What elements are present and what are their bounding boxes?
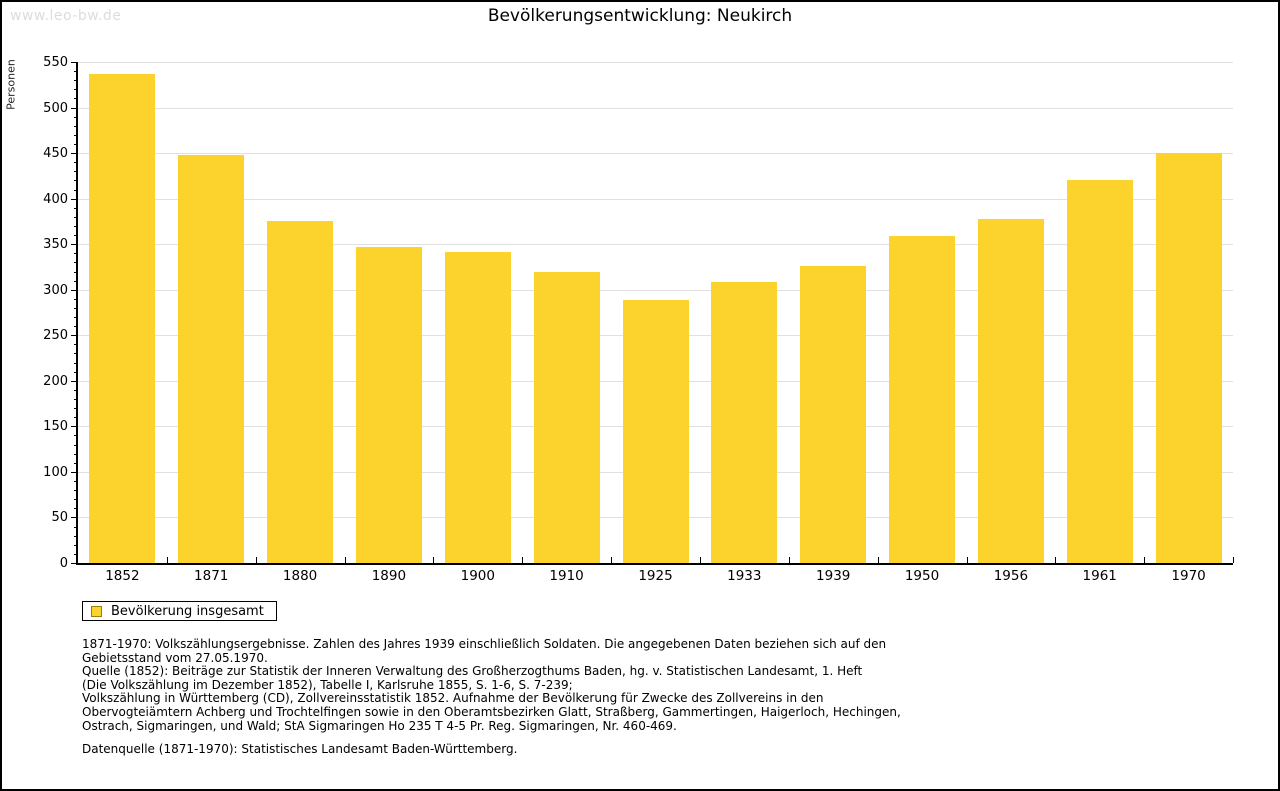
x-boundary-tick: [1233, 557, 1234, 563]
x-boundary-tick: [611, 557, 613, 563]
x-axis-tick-label: 1950: [904, 568, 940, 584]
x-axis-tick-label: 1871: [194, 568, 229, 584]
y-axis-tick-label: 500: [43, 101, 68, 116]
x-axis-tick-label: 1880: [282, 568, 318, 584]
x-axis-tick-label: 1970: [1171, 568, 1206, 584]
legend: Bevölkerung insgesamt: [82, 601, 277, 621]
watermark: www.leo-bw.de: [10, 8, 122, 24]
x-boundary-tick: [699, 557, 701, 563]
y-major-tick: [71, 472, 78, 473]
page-title: Bevölkerungsentwicklung: Neukirch: [487, 6, 793, 26]
bar: [800, 266, 867, 563]
y-axis: [76, 62, 78, 565]
footnote-text: 1871-1970: Volkszählungsergebnisse. Zahl…: [82, 637, 901, 733]
y-major-tick: [71, 199, 78, 200]
bar: [1155, 153, 1222, 563]
y-major-tick: [71, 62, 78, 63]
x-boundary-tick: [1055, 557, 1057, 563]
legend-label: Bevölkerung insgesamt: [111, 603, 264, 619]
y-major-tick: [71, 517, 78, 518]
x-axis-tick-label: 1890: [371, 568, 407, 584]
y-axis-tick-label: 350: [43, 237, 68, 252]
bar: [889, 236, 955, 563]
y-major-tick: [71, 108, 78, 109]
x-axis-tick-label: 1933: [727, 568, 762, 584]
y-major-tick: [71, 244, 78, 245]
x-boundary-tick: [166, 557, 168, 563]
y-major-tick: [71, 381, 78, 382]
y-axis-tick-label: 450: [43, 146, 68, 161]
x-axis-tick-label: 1852: [105, 568, 140, 584]
y-axis-tick-label: 250: [43, 328, 68, 343]
gridline: [78, 199, 1233, 200]
x-axis-tick-label: 1956: [993, 568, 1029, 584]
y-major-tick: [71, 335, 78, 336]
x-boundary-tick: [433, 557, 435, 563]
bar: [533, 271, 600, 563]
bar: [89, 73, 156, 563]
gridline: [78, 108, 1233, 109]
x-boundary-tick: [522, 557, 524, 563]
y-axis-tick-label: 400: [43, 192, 68, 207]
bar: [356, 246, 422, 563]
gridline: [78, 244, 1233, 245]
y-major-tick: [71, 563, 78, 564]
x-boundary-tick: [344, 557, 346, 563]
x-boundary-tick: [1144, 557, 1146, 563]
y-axis-tick-label: 0: [59, 556, 68, 571]
y-major-tick: [71, 290, 78, 291]
x-axis-tick-label: 1961: [1082, 568, 1117, 584]
x-axis-tick-label: 1925: [638, 568, 673, 584]
y-axis-tick-label: 300: [43, 283, 68, 298]
bar: [178, 154, 245, 563]
legend-swatch-icon: [91, 605, 102, 617]
x-boundary-tick: [877, 557, 879, 563]
x-axis-tick-label: 1900: [460, 568, 495, 584]
bar: [267, 220, 334, 563]
datasource-text: Datenquelle (1871-1970): Statistisches L…: [82, 742, 518, 756]
bar: [622, 299, 689, 563]
x-axis-tick-label: 1939: [816, 568, 851, 584]
y-major-tick: [71, 426, 78, 427]
x-axis: [76, 563, 1233, 565]
y-axis-tick-label: 100: [43, 465, 68, 480]
x-boundary-tick: [255, 557, 257, 563]
y-major-tick: [71, 153, 78, 154]
bar: [444, 252, 511, 563]
gridline: [78, 290, 1233, 291]
y-axis-tick-label: 50: [51, 510, 68, 525]
bar: [711, 281, 778, 563]
bar: [977, 218, 1044, 563]
bar: [1066, 179, 1133, 563]
x-axis-tick-label: 1910: [549, 568, 584, 584]
gridline: [78, 62, 1233, 63]
x-boundary-tick: [788, 557, 790, 563]
y-axis-tick-label: 550: [43, 55, 68, 70]
x-boundary-tick: [966, 557, 968, 563]
y-axis-tick-label: 150: [43, 419, 68, 434]
gridline: [78, 153, 1233, 154]
y-axis-tick-label: 200: [43, 374, 68, 389]
